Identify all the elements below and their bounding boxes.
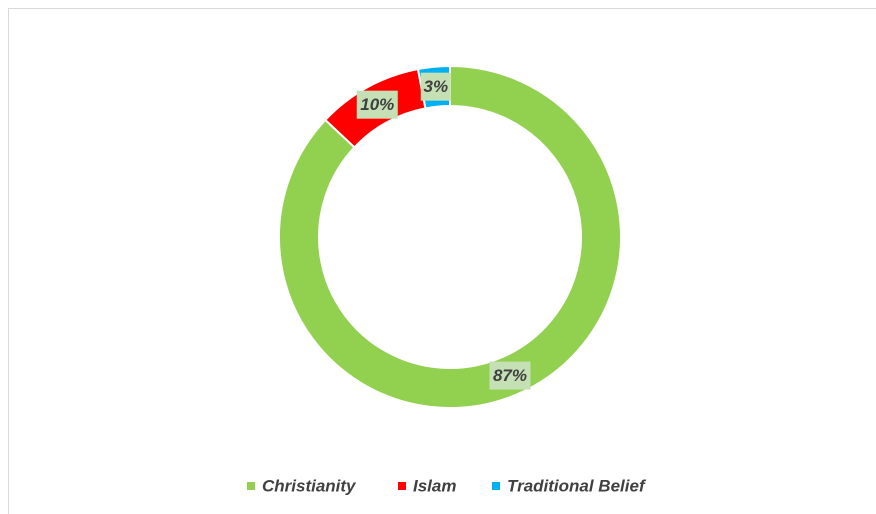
data-label: 3% <box>424 77 449 96</box>
data-label-box <box>489 361 531 390</box>
data-label-box <box>356 90 398 119</box>
data-label-box <box>420 72 451 101</box>
legend-label: Traditional Belief <box>507 476 647 495</box>
legend-swatch <box>398 482 406 490</box>
legend-label: Christianity <box>262 476 357 495</box>
data-label: 10% <box>360 95 394 114</box>
donut-slice <box>278 64 622 409</box>
data-label: 87% <box>493 366 527 385</box>
legend-swatch <box>492 482 500 490</box>
legend-label: Islam <box>413 476 456 495</box>
legend-swatch <box>247 482 255 490</box>
